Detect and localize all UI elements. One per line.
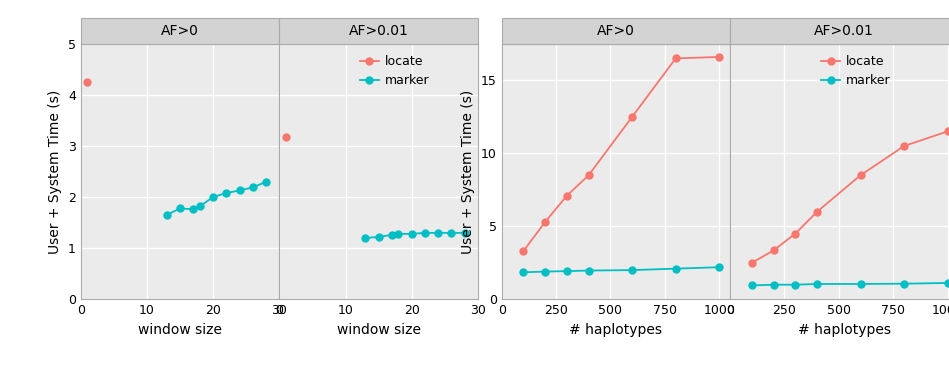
Text: AF>0.01: AF>0.01 [348,24,408,38]
X-axis label: # haplotypes: # haplotypes [798,323,891,337]
Y-axis label: User + System Time (s): User + System Time (s) [48,89,63,254]
X-axis label: window size: window size [138,323,222,337]
Text: AF>0.01: AF>0.01 [814,24,874,38]
Y-axis label: User + System Time (s): User + System Time (s) [461,89,475,254]
Text: AF>0: AF>0 [597,24,635,38]
Legend: locate, marker: locate, marker [816,50,896,92]
X-axis label: window size: window size [337,323,420,337]
Legend: locate, marker: locate, marker [355,50,435,92]
Text: AF>0: AF>0 [161,24,199,38]
X-axis label: # haplotypes: # haplotypes [569,323,662,337]
